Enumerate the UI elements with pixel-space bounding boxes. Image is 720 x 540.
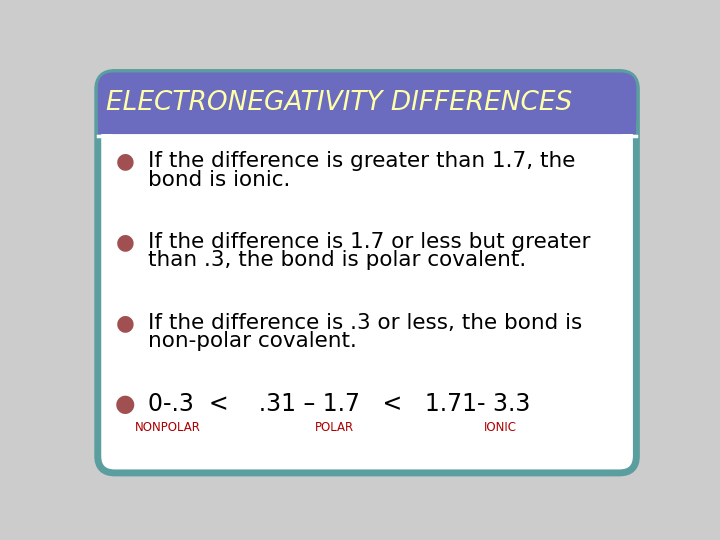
Text: IONIC: IONIC (485, 421, 517, 434)
Text: 0-.3  <    .31 – 1.7   <   1.71- 3.3: 0-.3 < .31 – 1.7 < 1.71- 3.3 (148, 392, 531, 416)
Text: If the difference is greater than 1.7, the: If the difference is greater than 1.7, t… (148, 151, 575, 171)
Text: bond is ionic.: bond is ionic. (148, 170, 290, 190)
Text: than .3, the bond is polar covalent.: than .3, the bond is polar covalent. (148, 251, 526, 271)
Text: If the difference is 1.7 or less but greater: If the difference is 1.7 or less but gre… (148, 232, 590, 252)
Text: ELECTRONEGATIVITY DIFFERENCES: ELECTRONEGATIVITY DIFFERENCES (106, 90, 572, 116)
Bar (98, 115, 636, 134)
FancyBboxPatch shape (98, 72, 636, 473)
Text: ●: ● (115, 151, 134, 171)
Text: ●: ● (115, 313, 134, 333)
Text: ●: ● (114, 392, 135, 416)
Text: NONPOLAR: NONPOLAR (135, 421, 200, 434)
Text: non-polar covalent.: non-polar covalent. (148, 331, 357, 351)
FancyBboxPatch shape (98, 72, 636, 134)
Text: If the difference is .3 or less, the bond is: If the difference is .3 or less, the bon… (148, 313, 582, 333)
Text: POLAR: POLAR (315, 421, 354, 434)
Text: ●: ● (115, 232, 134, 252)
